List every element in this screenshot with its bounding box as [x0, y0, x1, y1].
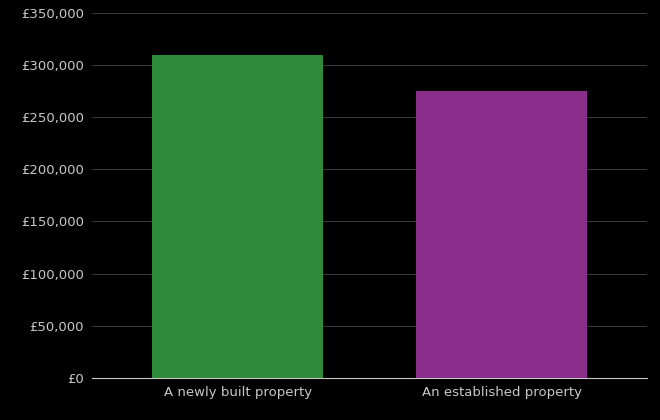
Bar	[152, 55, 323, 378]
Bar	[416, 91, 587, 378]
